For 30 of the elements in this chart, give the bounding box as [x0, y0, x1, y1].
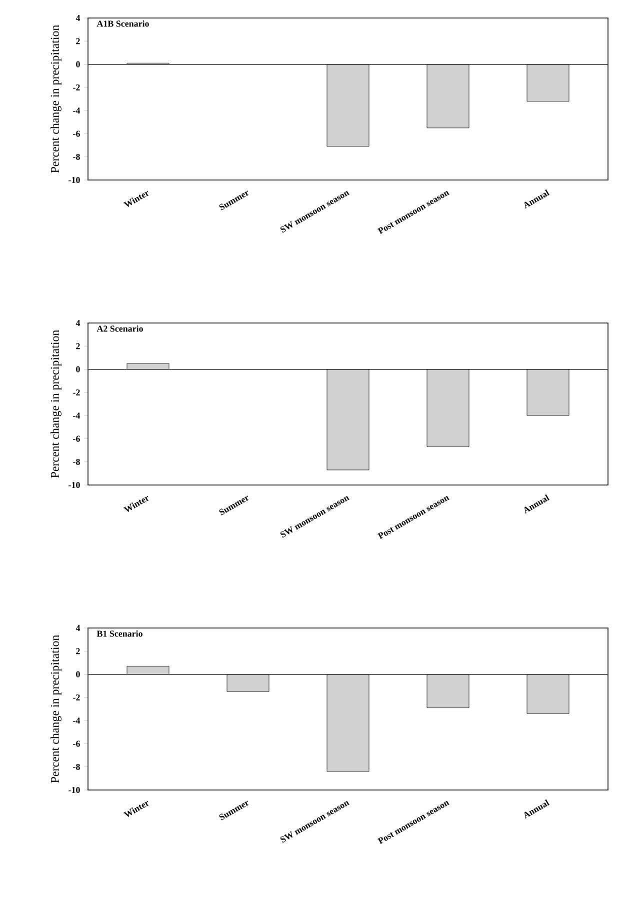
y-tick-label: 0: [76, 61, 80, 68]
y-tick-label: 4: [76, 320, 80, 326]
y-tick-label: 2: [76, 343, 80, 350]
y-tick-label: 4: [76, 625, 80, 631]
y-tick-label: 4: [76, 15, 80, 21]
y-tick-label: 0: [76, 366, 80, 372]
y-tick-label: -10: [68, 176, 80, 184]
y-axis-title: Percent change in precipitation: [50, 330, 62, 478]
y-tick-label: -2: [73, 694, 80, 700]
chart-title: B1 Scenario: [96, 630, 142, 637]
y-tick-label: -2: [73, 84, 80, 90]
y-tick-label: -6: [73, 436, 80, 442]
y-tick-label: -8: [73, 154, 80, 160]
y-tick-label: -8: [73, 764, 80, 770]
y-tick-label: -6: [73, 740, 80, 747]
chart-title: A2 Scenario: [96, 325, 143, 332]
y-tick-label: -8: [73, 458, 80, 465]
y-tick-label: -6: [73, 130, 80, 137]
y-tick-label: 2: [76, 648, 80, 654]
y-tick-label: -4: [73, 412, 80, 419]
y-tick-label: -4: [73, 718, 80, 724]
y-axis-title: Percent change in precipitation: [50, 24, 62, 173]
y-tick-label: 0: [76, 671, 80, 678]
y-tick-label: 2: [76, 38, 80, 44]
y-tick-label: -2: [73, 389, 80, 396]
y-tick-label: -10: [68, 786, 80, 794]
y-tick-label: -10: [68, 482, 80, 488]
y-tick-label: -4: [73, 108, 80, 114]
y-axis-title: Percent change in precipitation: [50, 634, 62, 783]
chart-title: A1B Scenario: [96, 20, 149, 27]
